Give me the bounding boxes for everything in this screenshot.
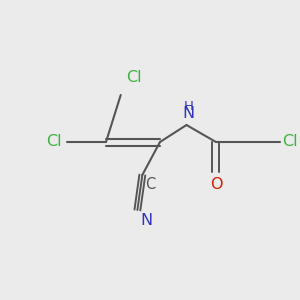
- Text: Cl: Cl: [126, 70, 141, 85]
- Text: Cl: Cl: [46, 134, 62, 149]
- Text: N: N: [140, 213, 152, 228]
- Text: O: O: [210, 177, 222, 192]
- Text: H: H: [184, 100, 194, 113]
- Text: N: N: [182, 106, 194, 121]
- Text: Cl: Cl: [282, 134, 297, 149]
- Text: C: C: [145, 177, 155, 192]
